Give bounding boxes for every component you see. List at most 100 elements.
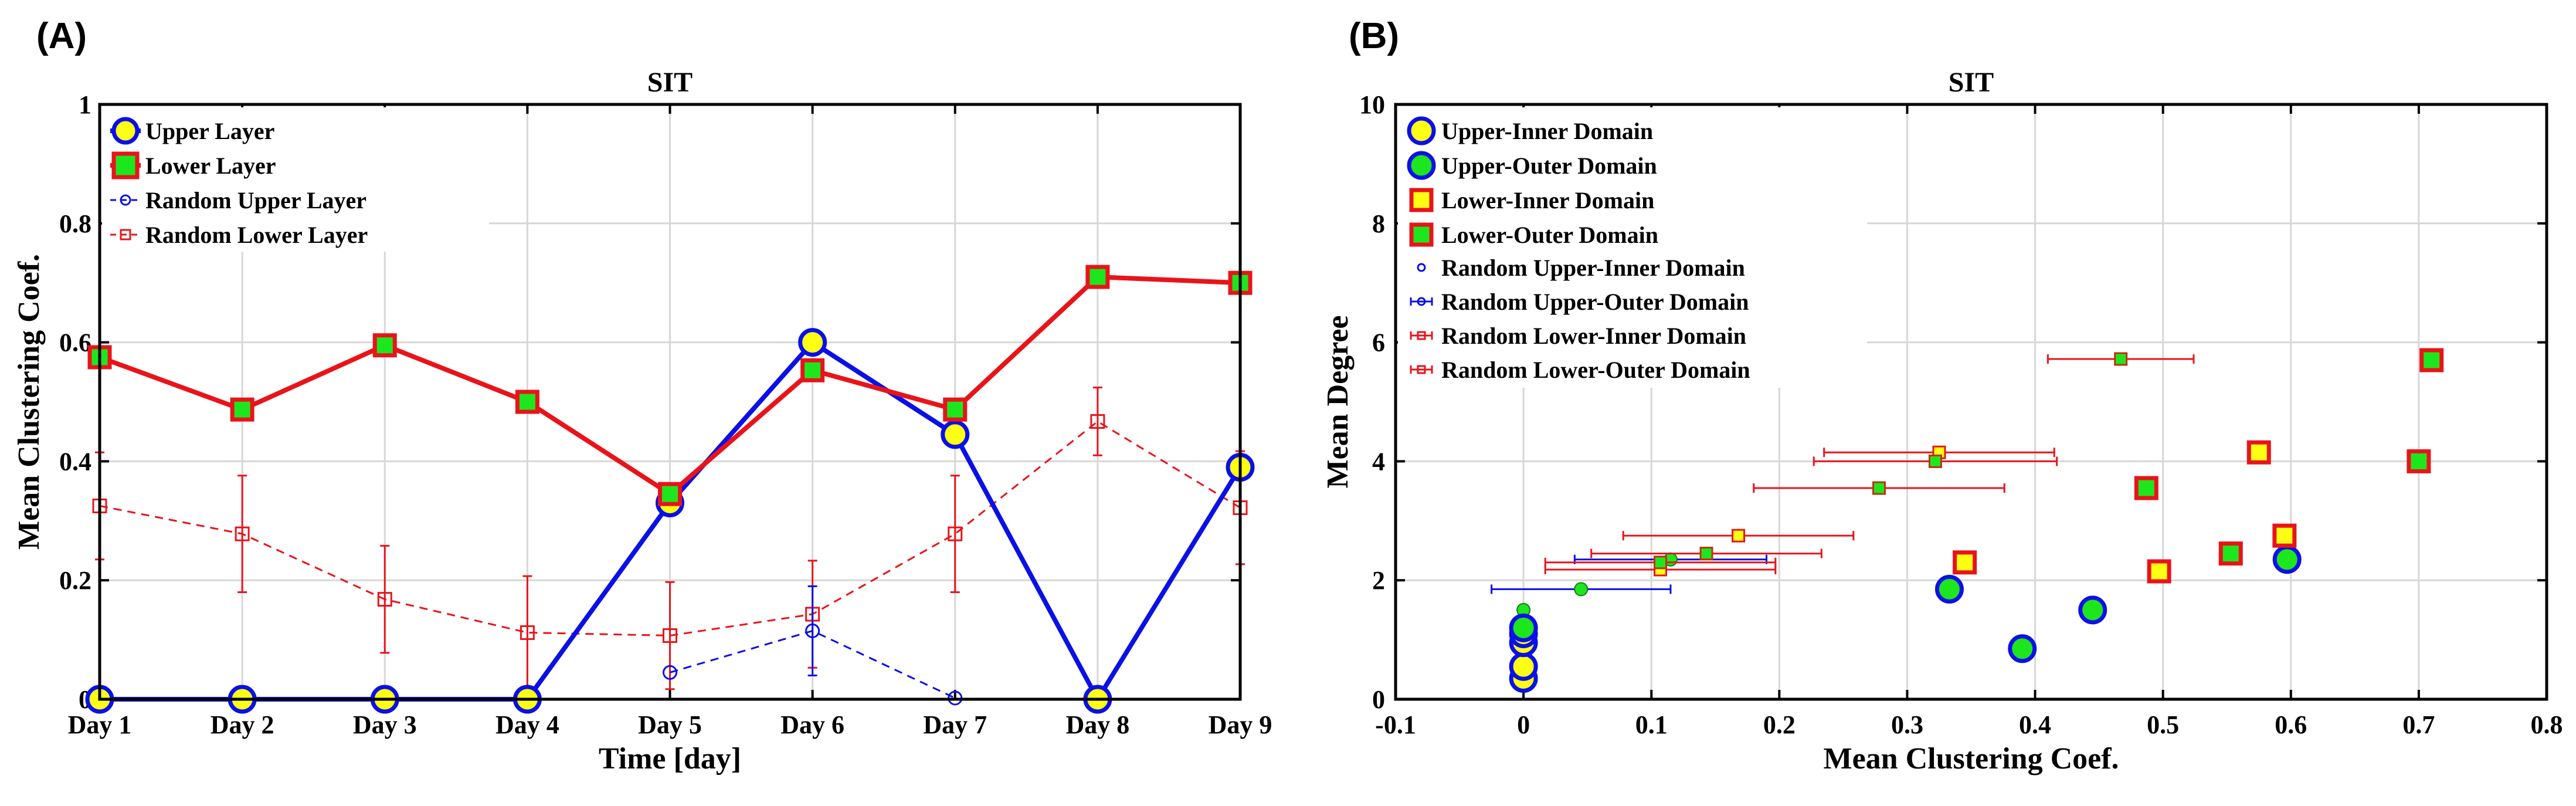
data-point xyxy=(1509,613,1538,642)
legend-marker xyxy=(111,151,140,180)
legend-marker xyxy=(1417,365,1426,374)
data-point xyxy=(1090,414,1105,429)
data-point xyxy=(2147,559,2171,584)
data-point xyxy=(1872,481,1886,495)
data-point xyxy=(1509,652,1538,681)
data-point xyxy=(658,482,682,506)
y-axis-label-b: Mean Degree xyxy=(1321,315,1355,488)
y-tick-label: 2 xyxy=(1372,566,1385,595)
data-point xyxy=(663,665,677,680)
y-tick-label: 0.2 xyxy=(59,566,91,595)
y-tick-label: 0.8 xyxy=(59,209,91,238)
data-point xyxy=(372,333,397,358)
x-tick-label: Day 3 xyxy=(353,710,417,739)
data-point xyxy=(2114,352,2128,366)
data-point xyxy=(805,623,820,638)
x-tick-label: 0 xyxy=(1517,710,1530,739)
data-point xyxy=(2419,348,2444,372)
y-tick-label: 0 xyxy=(1372,685,1385,714)
x-tick-label: Day 9 xyxy=(1209,710,1272,739)
data-point xyxy=(943,397,968,422)
chart-title-a: SIT xyxy=(647,67,693,98)
legend-label: Upper Layer xyxy=(145,118,274,144)
legend-marker xyxy=(1417,263,1426,272)
y-tick-label: 0.4 xyxy=(59,447,91,476)
series-line xyxy=(99,420,1241,637)
legend-marker xyxy=(120,194,131,206)
data-point xyxy=(1953,550,1977,575)
y-tick-label: 4 xyxy=(1372,447,1385,476)
data-point xyxy=(2218,541,2243,566)
data-point xyxy=(2407,449,2431,473)
data-point xyxy=(1732,529,1746,543)
y-tick-label: 10 xyxy=(1359,90,1385,119)
panel-label-a: (A) xyxy=(36,16,87,56)
x-tick-label: 0.2 xyxy=(1763,710,1796,739)
legend-box xyxy=(102,107,489,252)
x-tick-label: 0.6 xyxy=(2275,710,2307,739)
data-point xyxy=(2134,476,2158,500)
legend-label: Random Upper-Outer Domain xyxy=(1441,289,1749,315)
x-tick-label: 0.7 xyxy=(2402,710,2435,739)
y-tick-label: 1 xyxy=(79,90,91,119)
data-point xyxy=(1928,454,1942,468)
x-tick-label: 0.3 xyxy=(1891,710,1923,739)
x-tick-label: 0.5 xyxy=(2147,710,2179,739)
data-point xyxy=(663,628,677,644)
x-tick-label: 0.8 xyxy=(2531,710,2563,739)
x-tick-label: -0.1 xyxy=(1375,710,1416,739)
data-point xyxy=(1934,574,1964,604)
legend-marker xyxy=(1417,297,1426,306)
legend-label: Random Upper Layer xyxy=(145,187,366,214)
x-tick-label: Day 4 xyxy=(495,710,559,739)
legend-label: Upper-Outer Domain xyxy=(1441,153,1657,179)
legend-label: Upper-Inner Domain xyxy=(1441,118,1653,144)
data-point xyxy=(1699,547,1713,561)
legend-label: Lower-Outer Domain xyxy=(1441,222,1658,248)
legend-label: Random Lower Layer xyxy=(145,222,368,248)
legend-label: Random Lower-Inner Domain xyxy=(1441,323,1746,349)
data-point xyxy=(2008,634,2037,663)
series-line xyxy=(670,629,956,699)
x-tick-label: Day 6 xyxy=(780,710,844,739)
y-tick-label: 6 xyxy=(1372,329,1385,357)
axes-frame-b xyxy=(1394,103,2548,701)
legend-label: Random Upper-Inner Domain xyxy=(1441,255,1745,281)
data-point xyxy=(1574,582,1589,597)
legend-label: Random Lower-Outer Domain xyxy=(1441,357,1750,383)
legend-box xyxy=(1398,107,1867,388)
legend-marker xyxy=(1417,331,1426,340)
data-point xyxy=(1653,556,1667,570)
data-point xyxy=(941,420,970,449)
data-point xyxy=(2272,523,2297,548)
data-point xyxy=(2272,545,2302,574)
x-axis-label-b: Mean Clustering Coef. xyxy=(1823,742,2119,775)
legend-label: Lower Layer xyxy=(145,153,276,179)
panel-label-b: (B) xyxy=(1349,16,1399,56)
data-point xyxy=(520,625,535,640)
x-tick-label: Day 5 xyxy=(638,710,702,739)
legend-marker xyxy=(1407,151,1436,180)
x-tick-label: 0.4 xyxy=(2019,710,2051,739)
data-point xyxy=(230,397,254,422)
y-axis-label-a: Mean Clustering Coef. xyxy=(12,254,46,550)
axes-frame-a xyxy=(98,103,1242,701)
x-axis-label-a: Time [day] xyxy=(599,742,741,775)
data-point xyxy=(235,526,250,541)
data-point xyxy=(2078,595,2107,625)
legend-marker xyxy=(1407,116,1436,145)
chart-title-b: SIT xyxy=(1949,67,1994,98)
data-point xyxy=(377,592,392,607)
y-tick-label: 8 xyxy=(1372,209,1385,238)
x-tick-label: Day 1 xyxy=(68,710,132,739)
legend-label: Lower-Inner Domain xyxy=(1441,187,1654,214)
legend-marker xyxy=(1409,188,1434,212)
data-point xyxy=(800,358,825,382)
legend-marker xyxy=(120,229,131,241)
legend-marker xyxy=(111,117,140,145)
x-tick-label: Day 7 xyxy=(923,710,987,739)
x-tick-label: 0.1 xyxy=(1635,710,1668,739)
